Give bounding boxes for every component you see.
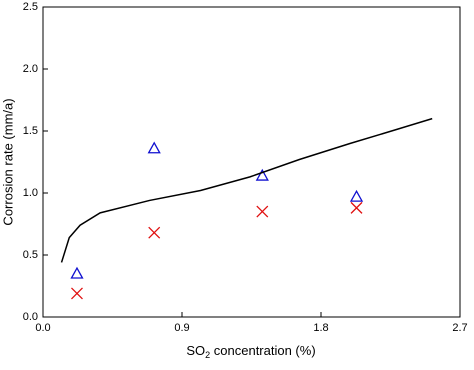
y-tick-label: 0.0 <box>23 311 38 323</box>
triangle-marker <box>349 189 364 202</box>
y-tick-label: 2.5 <box>23 1 38 13</box>
x-axis-label: SO2 concentration (%) <box>186 343 315 360</box>
y-axis-label: Corrosion rate (mm/a) <box>0 98 15 225</box>
y-tick-label: 1.5 <box>23 125 38 137</box>
y-tick-label: 2.0 <box>23 63 38 75</box>
cross-marker <box>148 226 161 239</box>
x-tick-label: 0.9 <box>174 322 189 334</box>
x-tick-label: 1.8 <box>313 322 328 334</box>
cross-marker <box>350 201 363 214</box>
curve <box>60 117 433 263</box>
y-tick-label: 1.0 <box>23 187 38 199</box>
x-label-sub: 2 <box>205 350 210 360</box>
plot-frame <box>42 6 461 318</box>
triangle-marker <box>70 266 84 279</box>
x-label-rest: concentration (%) <box>210 343 316 358</box>
triangle-marker <box>147 141 161 154</box>
cross-marker <box>71 287 83 300</box>
x-tick-label: 2.7 <box>452 322 467 334</box>
y-tick-label: 0.5 <box>23 249 38 261</box>
triangle-marker <box>255 168 269 181</box>
cross-marker <box>256 205 269 218</box>
x-tick-label: 0.0 <box>35 322 50 334</box>
x-label-main: SO <box>186 343 205 358</box>
